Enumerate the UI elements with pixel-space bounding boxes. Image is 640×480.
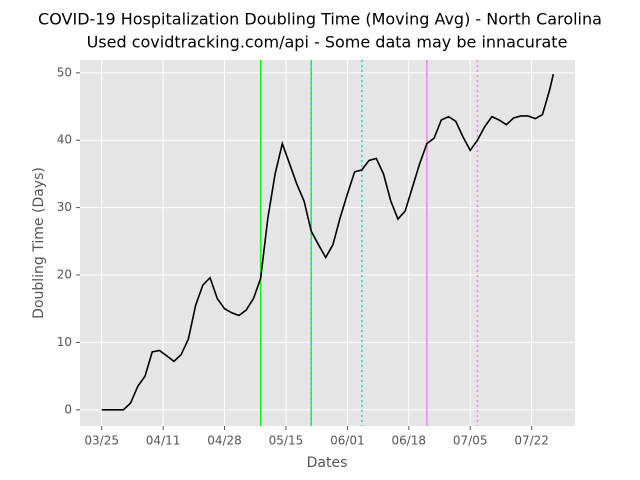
x-tick-label: 05/15 [269,434,304,448]
y-tick-label: 30 [57,200,72,214]
y-axis-label: Doubling Time (Days) [31,167,47,319]
x-tick-label: 06/18 [391,434,426,448]
x-tick-label: 06/01 [330,434,365,448]
x-tick-label: 07/05 [453,434,488,448]
x-tick-label: 07/22 [514,434,549,448]
data-line [101,73,555,411]
y-tick-label: 20 [57,268,72,282]
x-tick-label: 04/28 [207,434,242,448]
y-tick-label: 50 [57,65,72,79]
x-tick-label: 03/25 [84,434,119,448]
chart-subtitle: Used covidtracking.com/api - Some data m… [87,33,568,52]
y-tick-label: 40 [57,133,72,147]
y-tick-label: 0 [64,402,72,416]
x-axis-label: Dates [307,455,348,471]
plot-area [80,60,575,426]
y-tick-label: 10 [57,335,72,349]
chart-title: COVID-19 Hospitalization Doubling Time (… [38,10,602,29]
x-tick-label: 04/11 [146,434,181,448]
